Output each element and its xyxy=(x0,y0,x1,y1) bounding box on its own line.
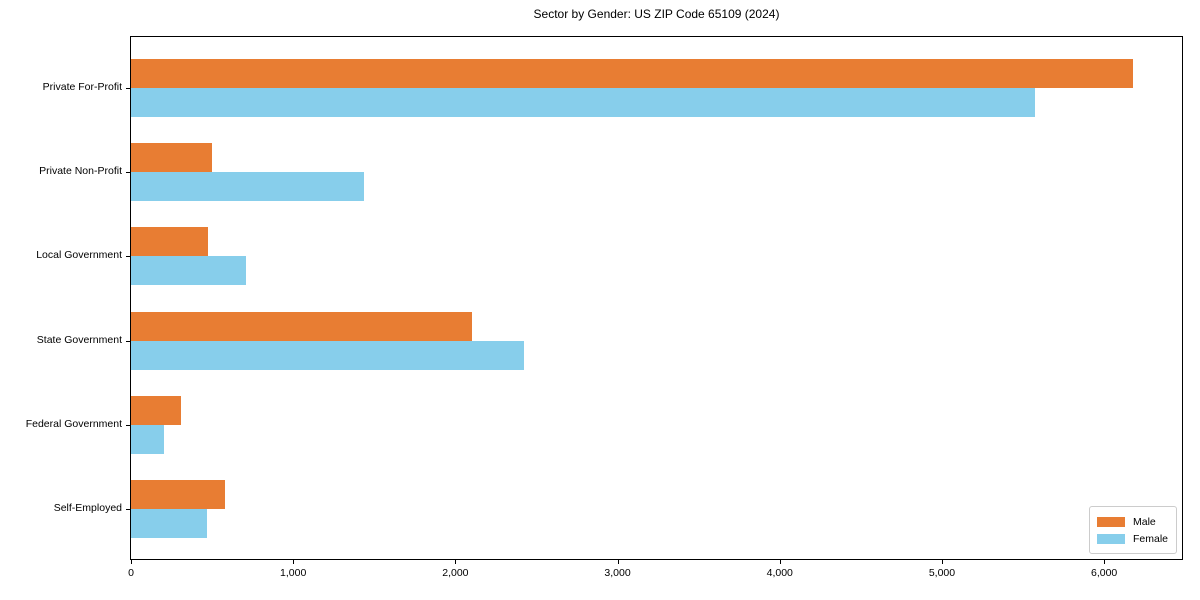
bar-female-state-government xyxy=(131,340,524,370)
x-tick-label-2000: 2,000 xyxy=(442,567,469,579)
chart-title: Sector by Gender: US ZIP Code 65109 (202… xyxy=(533,7,780,21)
y-tick-label-private-for-profit: Private For-Profit xyxy=(42,81,122,93)
x-tick-label-1000: 1,000 xyxy=(280,567,307,579)
legend-row-female: Female xyxy=(1097,530,1168,547)
y-tick-label-federal-government: Federal Government xyxy=(25,417,122,430)
y-tick-mark xyxy=(126,509,130,510)
y-tick-label-local-government: Local Government xyxy=(36,249,122,262)
bar-male-self-employed xyxy=(131,480,225,509)
legend-swatch-male xyxy=(1097,516,1125,527)
y-tick-mark xyxy=(126,88,130,89)
y-tick-label-self-employed: Self-Employed xyxy=(53,502,122,514)
legend-label-female: Female xyxy=(1133,532,1169,545)
legend: Male Female xyxy=(1089,506,1177,554)
bar-male-private-for-profit xyxy=(131,59,1133,88)
bar-male-private-non-profit xyxy=(131,143,212,173)
legend-label-male: Male xyxy=(1133,515,1156,528)
x-tick-mark xyxy=(455,560,457,564)
bar-female-local-government xyxy=(131,256,246,286)
y-tick-mark xyxy=(126,424,130,426)
y-tick-mark xyxy=(126,172,130,174)
x-tick-label-6000: 6,000 xyxy=(1091,567,1118,579)
bar-male-local-government xyxy=(131,227,208,257)
plot-area: Male Female xyxy=(130,36,1183,560)
x-tick-label-5000: 5,000 xyxy=(928,567,956,579)
bar-female-private-non-profit xyxy=(131,172,364,202)
x-tick-label-0: 0 xyxy=(128,567,134,579)
x-tick-mark xyxy=(941,560,943,564)
x-tick-mark xyxy=(617,560,619,564)
bar-male-federal-government xyxy=(131,395,181,425)
y-tick-mark xyxy=(126,340,130,342)
y-tick-mark xyxy=(126,256,130,258)
x-tick-mark xyxy=(293,560,295,564)
y-tick-label-private-non-profit: Private Non-Profit xyxy=(39,165,122,178)
legend-row-male: Male xyxy=(1097,513,1168,530)
bar-male-state-government xyxy=(131,311,472,341)
y-tick-label-state-government: State Government xyxy=(36,333,122,346)
bar-female-self-employed xyxy=(131,509,207,538)
bars-layer xyxy=(131,37,1182,559)
x-tick-mark xyxy=(779,560,781,564)
x-tick-label-4000: 4,000 xyxy=(766,567,793,579)
x-tick-mark xyxy=(131,560,132,564)
x-tick-mark xyxy=(1104,560,1106,564)
bar-female-federal-government xyxy=(131,424,164,454)
bar-female-private-for-profit xyxy=(131,88,1035,117)
legend-swatch-female xyxy=(1097,533,1125,544)
x-tick-label-3000: 3,000 xyxy=(604,567,631,579)
